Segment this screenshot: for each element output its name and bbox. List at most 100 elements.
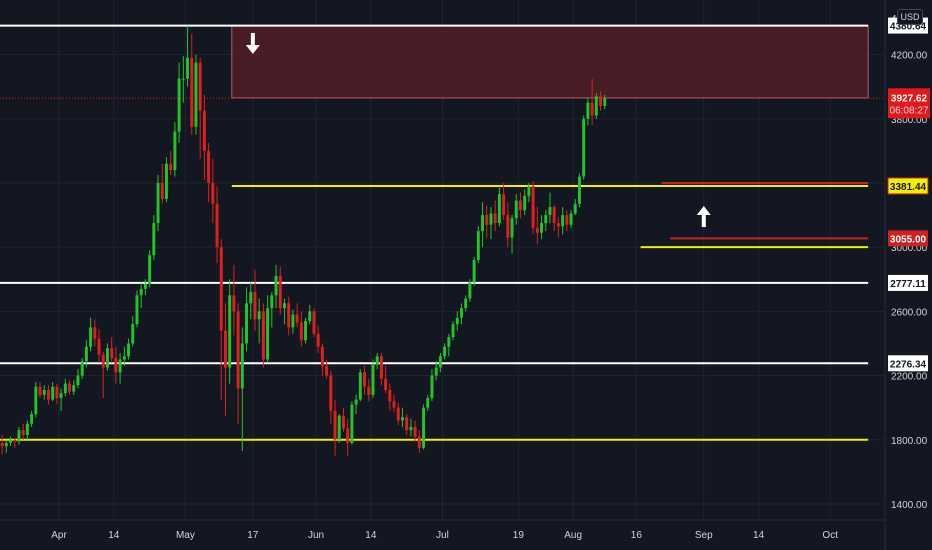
candle-body	[341, 415, 345, 429]
candle-body	[417, 436, 421, 448]
candle-body	[354, 399, 358, 405]
candle-body	[89, 327, 93, 347]
candle-body	[299, 322, 303, 341]
candle-body	[413, 426, 417, 437]
candle-body	[569, 213, 573, 225]
y-tick-label: 2200.00	[891, 372, 928, 383]
candle-body	[485, 215, 489, 225]
candle-body	[375, 356, 379, 365]
candle-body	[350, 404, 354, 443]
candle-body	[190, 57, 194, 127]
candle-body	[270, 295, 274, 309]
x-tick-label: Oct	[822, 530, 838, 541]
candle-body	[13, 439, 17, 442]
x-tick-label: 16	[631, 530, 643, 541]
candle-body	[447, 337, 451, 347]
candle-body	[253, 292, 257, 320]
candle-body	[455, 317, 459, 325]
candle-body	[194, 62, 198, 127]
candle-body	[34, 386, 38, 415]
candle-body	[603, 98, 607, 106]
candle-body	[211, 182, 215, 204]
candle-body	[278, 276, 282, 309]
candle-body	[105, 348, 109, 368]
x-tick-label: Jun	[308, 530, 324, 541]
candle-body	[186, 57, 190, 79]
candle-body	[80, 361, 84, 376]
candle-body	[312, 311, 316, 334]
x-tick-label: 17	[247, 530, 259, 541]
candle-body	[308, 311, 312, 321]
candle-body	[118, 359, 122, 373]
candle-body	[55, 386, 59, 399]
candle-body	[169, 163, 173, 171]
candle-body	[459, 308, 463, 318]
candle-body	[46, 390, 50, 400]
candle-body	[148, 255, 152, 285]
y-tick-label: 2600.00	[891, 307, 928, 318]
candle-body	[358, 372, 362, 400]
candle-body	[287, 303, 291, 328]
candle-body	[38, 386, 42, 395]
candle-body	[295, 314, 299, 323]
candle-body	[291, 314, 295, 328]
candle-body	[68, 383, 72, 392]
candle-body	[316, 333, 320, 347]
candle-body	[561, 215, 565, 227]
candle-body	[202, 110, 206, 151]
candle-body	[367, 386, 371, 395]
candle-body	[257, 311, 261, 320]
last-price-badge	[888, 88, 930, 119]
candle-body	[594, 96, 598, 116]
candle-body	[266, 308, 270, 360]
candle-body	[325, 365, 329, 376]
candle-body	[472, 260, 476, 283]
candle-body	[215, 203, 219, 248]
candle-body	[531, 186, 535, 228]
candle-body	[72, 385, 76, 392]
candle-body	[135, 295, 139, 325]
candle-body	[464, 298, 468, 309]
candle-body	[363, 372, 367, 387]
candle-body	[101, 354, 105, 368]
candle-body	[84, 346, 88, 362]
candle-body	[156, 182, 160, 224]
candle-body	[586, 102, 590, 119]
countdown-label: 06:08:27	[890, 105, 929, 116]
candle-body	[304, 320, 308, 341]
candle-body	[114, 357, 118, 373]
candle-body	[164, 163, 168, 200]
candle-body	[97, 338, 101, 355]
candle-body	[392, 401, 396, 408]
y-tick-label: 1400.00	[891, 500, 928, 511]
candle-body	[548, 207, 552, 216]
candle-body	[4, 442, 8, 447]
candle-body	[122, 356, 126, 360]
x-tick-label: 19	[513, 530, 525, 541]
candle-body	[573, 203, 577, 214]
candle-body	[181, 78, 185, 80]
candle-body	[21, 430, 25, 435]
candle-body	[502, 194, 506, 216]
x-tick-label: Aug	[564, 530, 582, 541]
candle-body	[76, 375, 80, 386]
candle-body	[438, 356, 442, 368]
candle-body	[219, 247, 223, 331]
candle-body	[371, 364, 375, 395]
x-tick-label: Jul	[436, 530, 449, 541]
candle-body	[207, 150, 211, 183]
candle-body	[232, 295, 236, 312]
candle-body	[59, 393, 63, 399]
candle-body	[223, 330, 227, 368]
level-badge	[888, 274, 928, 291]
arrow-down-icon	[245, 32, 260, 54]
x-tick-label: Apr	[51, 530, 67, 541]
candle-body	[228, 295, 232, 368]
candle-body	[443, 346, 447, 357]
currency-button[interactable]: USD	[897, 9, 923, 25]
candle-body	[426, 398, 430, 408]
y-tick-label: 3000.00	[891, 243, 928, 254]
candle-body	[274, 276, 278, 296]
candle-body	[30, 414, 34, 424]
